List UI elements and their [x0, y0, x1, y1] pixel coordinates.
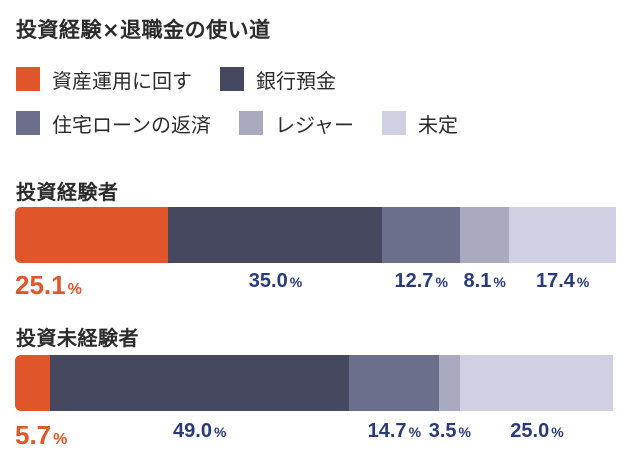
- percent-sign: %: [435, 274, 448, 290]
- legend-label: レジャー: [275, 112, 354, 137]
- value-number: 12.7: [394, 270, 434, 292]
- bar-segment: [15, 355, 50, 411]
- legend-label: 住宅ローンの返済: [52, 112, 211, 137]
- percent-sign: %: [576, 274, 590, 290]
- value-label: 17.4%: [536, 270, 589, 293]
- value-label: 8.1%: [464, 270, 506, 293]
- value-number: 49.0: [173, 420, 212, 442]
- value-label: 5.7%: [15, 420, 67, 451]
- value-number: 25.0: [510, 420, 550, 442]
- legend-swatch: [239, 111, 263, 135]
- bar-segment: [439, 355, 461, 411]
- value-label: 35.0%: [249, 270, 302, 293]
- value-number: 25.1: [15, 270, 66, 300]
- percent-sign: %: [213, 424, 227, 440]
- group-label-inexperienced: 投資未経験者: [16, 326, 139, 350]
- legend-swatch: [16, 111, 40, 135]
- legend-item: 資産運用に回す: [16, 65, 192, 94]
- value-number: 3.5: [428, 420, 457, 442]
- value-label: 14.7%: [368, 420, 421, 443]
- percent-sign: %: [408, 424, 422, 440]
- legend-label: 資産運用に回す: [52, 68, 192, 93]
- value-label: 12.7%: [395, 270, 448, 293]
- bar-segment: [349, 355, 439, 411]
- percent-sign: %: [289, 274, 303, 290]
- legend-swatch: [16, 67, 40, 91]
- value-number: 17.4: [535, 270, 575, 292]
- group-label-experienced: 投資経験者: [16, 180, 119, 204]
- value-number: 35.0: [248, 270, 288, 292]
- percent-sign: %: [458, 424, 471, 440]
- bar-segment: [168, 207, 383, 263]
- legend-row-1: 資産運用に回す 銀行預金: [16, 64, 626, 94]
- value-labels-inexperienced: 5.7% 49.0% 14.7% 3.5% 25.0%: [15, 420, 626, 450]
- legend-row-2: 住宅ローンの返済 レジャー 未定: [16, 108, 626, 138]
- legend-item: レジャー: [239, 109, 354, 138]
- value-number: 14.7: [367, 420, 407, 442]
- stacked-bar-inexperienced: [15, 355, 626, 411]
- legend-item: 未定: [382, 109, 458, 138]
- chart-title: 投資経験×退職金の使い道: [16, 18, 271, 42]
- value-label: 25.0%: [510, 420, 563, 443]
- legend-item: 住宅ローンの返済: [16, 109, 211, 138]
- bar-segment: [460, 355, 614, 411]
- bar-segment: [49, 355, 350, 411]
- value-label: 3.5%: [429, 420, 471, 443]
- value-number: 8.1: [463, 270, 492, 292]
- percent-sign: %: [493, 274, 506, 290]
- value-label: 49.0%: [173, 420, 226, 443]
- legend-swatch: [220, 67, 244, 91]
- bar-segment: [382, 207, 460, 263]
- legend-label: 銀行預金: [256, 68, 336, 93]
- value-labels-experienced: 25.1% 35.0% 12.7% 8.1% 17.4%: [15, 270, 626, 300]
- bar-segment: [15, 207, 169, 263]
- value-label: 25.1%: [15, 270, 82, 301]
- legend-label: 未定: [418, 112, 458, 137]
- stacked-bar-experienced: [15, 207, 626, 263]
- percent-sign: %: [67, 281, 82, 298]
- percent-sign: %: [551, 424, 564, 440]
- percent-sign: %: [53, 431, 68, 448]
- bar-segment: [459, 207, 510, 263]
- bar-segment: [509, 207, 616, 263]
- legend-item: 銀行預金: [220, 65, 336, 94]
- legend: 資産運用に回す 銀行預金 住宅ローンの返済 レジャー 未定: [16, 64, 626, 152]
- value-number: 5.7: [15, 420, 52, 450]
- legend-swatch: [382, 111, 406, 135]
